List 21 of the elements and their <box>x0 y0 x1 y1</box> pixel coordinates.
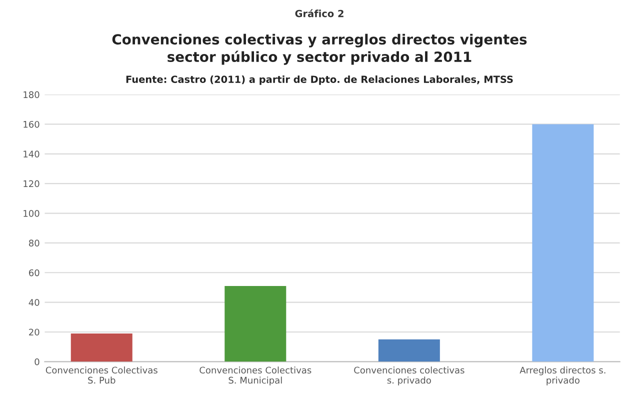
x-tick-label: Arreglos directos s. privado <box>520 366 606 386</box>
y-tick-label: 20 <box>29 328 40 336</box>
bar <box>70 333 132 362</box>
y-tick-label: 140 <box>24 150 40 158</box>
y-tick-label: 0 <box>34 358 40 366</box>
chart-title: Convenciones colectivas y arreglos directos vigentes sector público y sector privado al 2011 <box>112 34 527 65</box>
x-tick-label: Convenciones Colectivas S. Municipal <box>200 366 312 386</box>
y-tick-label: 160 <box>24 120 40 128</box>
bar <box>224 286 286 362</box>
text: Gráfico 2 <box>295 9 344 18</box>
y-tick-label: 80 <box>28 240 40 247</box>
bar <box>532 124 594 362</box>
y-tick-label: 60 <box>29 269 40 276</box>
y-tick-label: 100 <box>24 210 40 217</box>
source-note: Fuente: Castro (2011) a partir de Dpto. de Relaciones Laborales, MTSS <box>126 75 513 85</box>
x-tick-label: Convenciones colectivas s. privado <box>354 366 464 386</box>
y-tick-label: 40 <box>28 299 40 306</box>
y-tick-label: 180 <box>24 91 40 98</box>
x-tick-label: Convenciones Colectivas S. Pub <box>46 366 158 384</box>
y-tick-label: 120 <box>24 180 40 188</box>
bar <box>378 339 440 362</box>
